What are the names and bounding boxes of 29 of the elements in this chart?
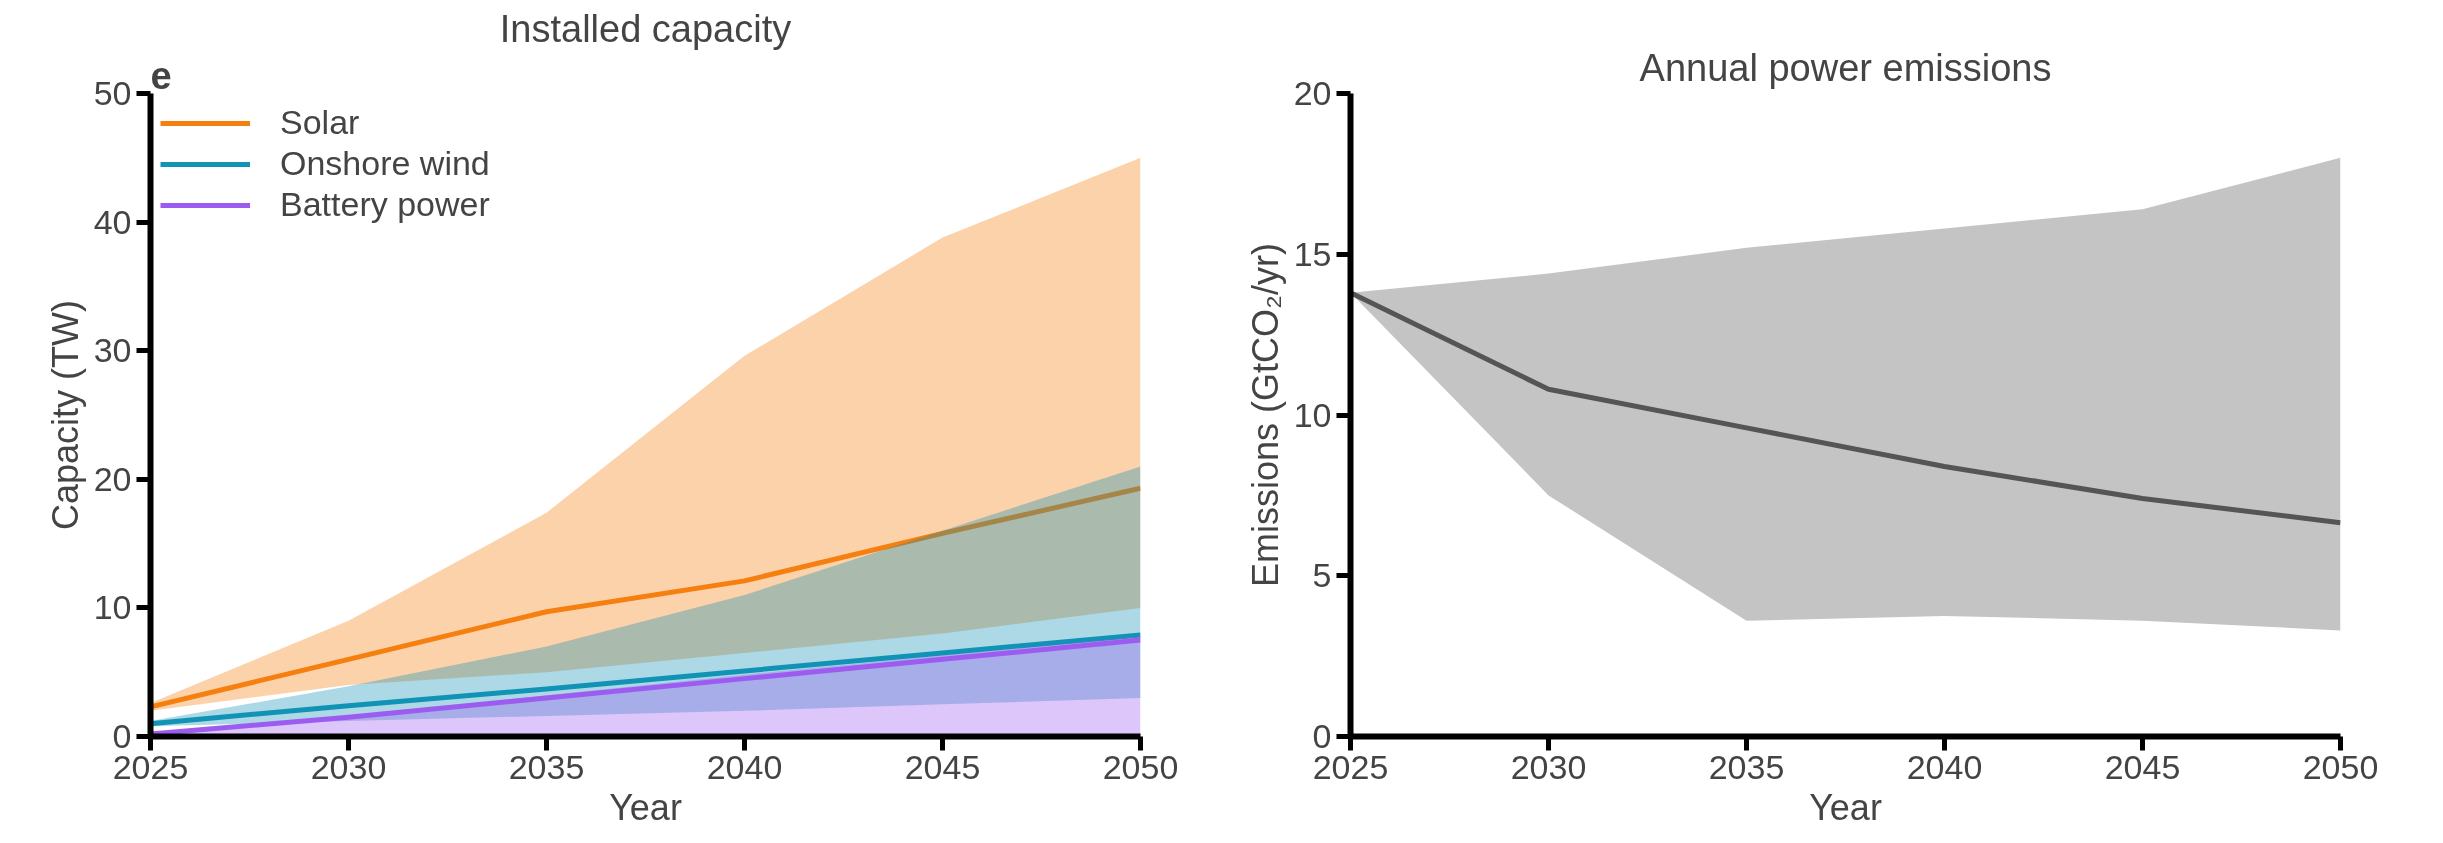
y-tick-label: 20 bbox=[1293, 74, 1332, 112]
chart-title: Annual power emissions bbox=[1639, 46, 2052, 89]
x-axis-title: Year bbox=[609, 786, 682, 828]
x-tick-label: 2040 bbox=[706, 747, 783, 786]
x-tick-label: 2030 bbox=[310, 747, 387, 786]
x-tick-label: 2050 bbox=[2302, 747, 2379, 786]
y-tick-label: 40 bbox=[93, 202, 132, 241]
legend-label: Solar bbox=[280, 103, 360, 142]
y-axis-title: Emissions (GtCO₂/yr) bbox=[1244, 242, 1286, 587]
x-tick-label: 2030 bbox=[1510, 747, 1587, 786]
annotation: e bbox=[150, 54, 172, 97]
x-tick-label: 2045 bbox=[904, 747, 981, 786]
x-tick-label: 2050 bbox=[1102, 747, 1179, 786]
x-axis-title: Year bbox=[1809, 786, 1882, 828]
y-tick-label: 10 bbox=[93, 588, 132, 627]
chart-title: Installed capacity bbox=[499, 7, 792, 50]
y-tick-label: 10 bbox=[1293, 395, 1332, 434]
y-tick-label: 50 bbox=[93, 74, 132, 112]
legend-label: Onshore wind bbox=[280, 144, 490, 183]
y-tick-label: 30 bbox=[93, 331, 132, 370]
y-axis-title: Capacity (TW) bbox=[44, 299, 86, 530]
y-tick-label: 5 bbox=[1312, 556, 1332, 595]
y-tick-label: 20 bbox=[93, 459, 132, 498]
x-tick-label: 2035 bbox=[508, 747, 585, 786]
legend-label: Battery power bbox=[280, 185, 490, 224]
y-tick-label: 15 bbox=[1293, 234, 1332, 273]
x-tick-label: 2045 bbox=[2104, 747, 2181, 786]
x-tick-label: 2035 bbox=[1708, 747, 1785, 786]
x-tick-label: 2040 bbox=[1906, 747, 1983, 786]
